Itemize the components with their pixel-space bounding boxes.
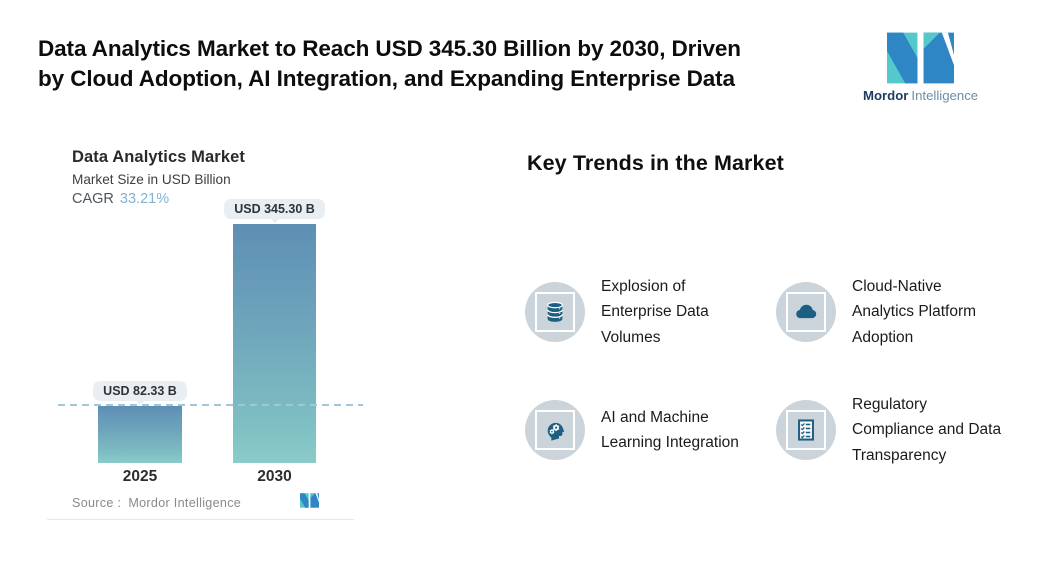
ai-head-gears-icon — [547, 422, 565, 441]
trend-item-cloud-native: Cloud-Native Analytics Platform Adoption — [776, 274, 1030, 351]
chart-subtitle: Market Size in USD Billion — [72, 172, 231, 187]
trend-label: Cloud-Native Analytics Platform Adoption — [852, 277, 977, 346]
trend-badge — [525, 282, 585, 342]
database-icon — [546, 301, 564, 322]
bar-chart-plot: USD 82.33 B USD 345.30 B — [55, 135, 363, 463]
source-line: Source : Mordor Intelligence — [72, 496, 241, 510]
bar-2025 — [98, 406, 182, 463]
trend-item-enterprise-data: Explosion of Enterprise Data Volumes — [525, 274, 776, 351]
icon-frame — [786, 292, 826, 332]
value-pill-2030: USD 345.30 B — [224, 199, 325, 219]
trend-label: Regulatory Compliance and Data Transpare… — [852, 395, 1002, 464]
page-title: Data Analytics Market to Reach USD 345.3… — [38, 34, 858, 94]
source-label: Source : — [72, 496, 122, 510]
x-axis-label-2025: 2025 — [122, 468, 158, 485]
market-chart-card: Data Analytics Market Market Size in USD… — [47, 135, 363, 520]
trend-item-ai-ml: AI and Machine Learning Integration — [525, 400, 776, 460]
trend-label: AI and Machine Learning Integration — [601, 408, 739, 452]
icon-frame — [535, 292, 575, 332]
page-title-line-1: Data Analytics Market to Reach USD 345.3… — [38, 36, 741, 61]
mordor-logo-wordmark: Mordor Intelligence — [863, 88, 979, 103]
card-divider — [47, 519, 354, 520]
page-title-line-2: by Cloud Adoption, AI Integration, and E… — [38, 66, 735, 91]
cagr-value: 33.21% — [119, 191, 170, 207]
cagr-label: CAGR — [72, 191, 114, 207]
source-value: Mordor Intelligence — [128, 496, 242, 510]
icon-frame — [786, 410, 826, 450]
trend-badge — [525, 400, 585, 460]
bar-column-2030: USD 345.30 B — [224, 199, 325, 463]
trend-item-regulatory: Regulatory Compliance and Data Transpare… — [776, 392, 1030, 469]
trend-badge — [776, 282, 836, 342]
logo-brand-light: Intelligence — [911, 88, 979, 103]
bar-2030 — [233, 224, 316, 463]
value-pill-2025: USD 82.33 B — [93, 381, 187, 401]
cagr-line: CAGR 33.21% — [72, 191, 245, 207]
icon-frame — [535, 410, 575, 450]
chart-title: Data Analytics Market — [72, 148, 245, 166]
checklist-icon — [798, 419, 814, 441]
logo-brand-bold: Mordor — [863, 88, 909, 103]
trend-badge — [776, 400, 836, 460]
mordor-intelligence-logo: Mordor Intelligence — [863, 32, 979, 103]
bar-column-2025: USD 82.33 B — [93, 381, 187, 463]
reference-dashed-line — [58, 404, 363, 406]
trends-grid: Explosion of Enterprise Data Volumes Clo… — [525, 262, 1030, 480]
mordor-logo-mark-icon — [886, 32, 954, 84]
cloud-icon — [796, 304, 817, 319]
chart-header: Data Analytics Market Market Size in USD… — [72, 148, 245, 207]
trends-heading: Key Trends in the Market — [527, 151, 784, 175]
x-axis-label-2030: 2030 — [257, 468, 292, 485]
mordor-mini-logo-icon — [300, 493, 319, 508]
trend-label: Explosion of Enterprise Data Volumes — [601, 277, 709, 346]
